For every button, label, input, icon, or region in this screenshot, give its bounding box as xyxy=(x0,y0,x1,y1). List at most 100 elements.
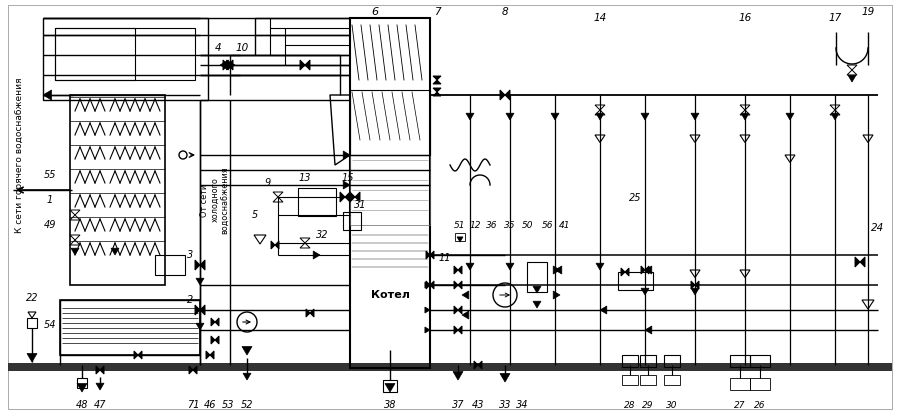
Bar xyxy=(350,155,430,225)
Polygon shape xyxy=(223,60,228,70)
Polygon shape xyxy=(385,384,395,392)
Polygon shape xyxy=(195,305,200,315)
Polygon shape xyxy=(860,257,865,267)
Polygon shape xyxy=(425,307,430,313)
Polygon shape xyxy=(478,361,482,369)
Text: 9: 9 xyxy=(265,178,271,188)
Bar xyxy=(664,375,680,385)
Bar xyxy=(640,355,656,367)
Polygon shape xyxy=(275,241,279,249)
Polygon shape xyxy=(215,318,219,326)
Polygon shape xyxy=(454,266,458,274)
Polygon shape xyxy=(343,151,350,159)
Bar xyxy=(640,375,656,385)
Text: 34: 34 xyxy=(516,400,528,410)
Polygon shape xyxy=(533,301,541,308)
Bar xyxy=(730,378,750,390)
Polygon shape xyxy=(641,288,649,295)
Polygon shape xyxy=(27,354,37,362)
Bar xyxy=(618,272,653,290)
Text: 43: 43 xyxy=(472,400,484,410)
Polygon shape xyxy=(457,237,463,242)
Polygon shape xyxy=(211,318,215,326)
Polygon shape xyxy=(196,323,204,330)
Polygon shape xyxy=(196,278,204,285)
Text: 54: 54 xyxy=(44,320,56,330)
Polygon shape xyxy=(506,113,514,120)
Polygon shape xyxy=(554,266,560,274)
Polygon shape xyxy=(340,192,345,202)
Polygon shape xyxy=(227,60,235,70)
Bar xyxy=(350,90,430,155)
Text: 6: 6 xyxy=(372,7,379,17)
Polygon shape xyxy=(551,113,559,120)
Polygon shape xyxy=(425,327,430,333)
Polygon shape xyxy=(453,371,463,380)
Polygon shape xyxy=(621,268,625,276)
Polygon shape xyxy=(220,60,229,70)
Polygon shape xyxy=(300,60,305,70)
Polygon shape xyxy=(355,192,360,202)
Polygon shape xyxy=(305,60,310,70)
Bar xyxy=(343,212,361,230)
Bar xyxy=(622,355,638,367)
Polygon shape xyxy=(474,361,478,369)
Bar xyxy=(664,355,680,367)
Polygon shape xyxy=(695,281,699,289)
Polygon shape xyxy=(462,311,469,319)
Text: 19: 19 xyxy=(861,7,875,17)
Text: 11: 11 xyxy=(439,253,451,263)
Polygon shape xyxy=(43,90,51,100)
Text: К сети горячего водоснабжения: К сети горячего водоснабжения xyxy=(15,77,24,233)
Text: 16: 16 xyxy=(738,13,752,23)
Text: 41: 41 xyxy=(559,220,571,230)
Text: 28: 28 xyxy=(625,401,635,409)
Text: 36: 36 xyxy=(486,220,498,230)
Polygon shape xyxy=(831,113,839,120)
Polygon shape xyxy=(433,88,441,92)
Polygon shape xyxy=(848,75,856,82)
Text: 47: 47 xyxy=(94,400,106,410)
Polygon shape xyxy=(691,281,695,289)
Text: 8: 8 xyxy=(501,7,508,17)
Text: 48: 48 xyxy=(76,400,88,410)
Polygon shape xyxy=(189,366,193,374)
Bar xyxy=(70,95,165,285)
Polygon shape xyxy=(533,286,541,293)
Text: 15: 15 xyxy=(342,173,355,183)
Polygon shape xyxy=(77,384,87,392)
Bar xyxy=(77,378,87,388)
Text: 31: 31 xyxy=(354,200,366,210)
Polygon shape xyxy=(71,248,79,255)
Text: 30: 30 xyxy=(666,401,678,409)
Polygon shape xyxy=(462,291,469,299)
Text: 38: 38 xyxy=(383,400,396,410)
Text: 1: 1 xyxy=(47,195,53,205)
Bar xyxy=(155,255,185,275)
Polygon shape xyxy=(210,351,214,359)
Text: 53: 53 xyxy=(221,400,234,410)
Polygon shape xyxy=(138,351,142,359)
Polygon shape xyxy=(466,263,474,270)
Polygon shape xyxy=(425,282,430,288)
Polygon shape xyxy=(466,113,474,120)
Polygon shape xyxy=(741,113,749,120)
Text: 29: 29 xyxy=(643,401,653,409)
Text: 12: 12 xyxy=(469,220,481,230)
Polygon shape xyxy=(625,268,629,276)
Text: 55: 55 xyxy=(44,170,56,180)
Text: 51: 51 xyxy=(454,220,466,230)
Polygon shape xyxy=(506,263,514,270)
Bar xyxy=(750,378,770,390)
Text: 14: 14 xyxy=(593,13,607,23)
Polygon shape xyxy=(426,251,430,259)
Polygon shape xyxy=(345,192,350,202)
Polygon shape xyxy=(433,92,441,96)
Bar xyxy=(527,262,547,292)
Polygon shape xyxy=(243,373,251,380)
Polygon shape xyxy=(641,266,645,274)
Polygon shape xyxy=(306,309,310,317)
Bar xyxy=(383,380,397,392)
Polygon shape xyxy=(600,306,607,314)
Polygon shape xyxy=(786,113,794,120)
